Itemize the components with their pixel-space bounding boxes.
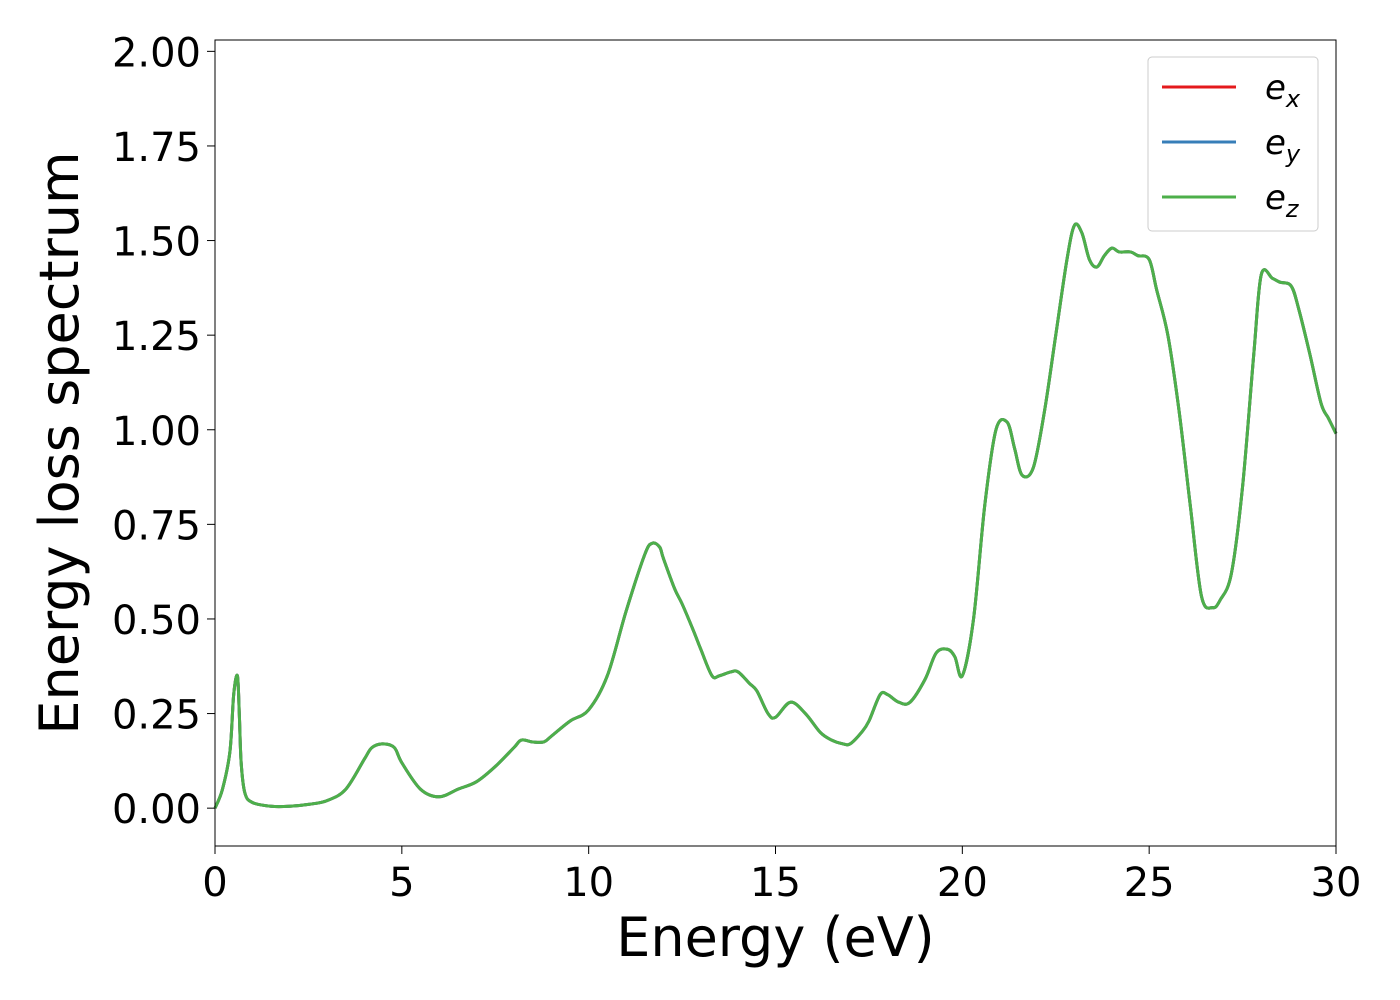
legend-label-ey: ey: [1265, 123, 1301, 168]
x-tick-label: 10: [563, 860, 614, 906]
y-axis-ticks: 0.00 0.25 0.50 0.75 1.00 1.25 1.50 1.75 2.00: [112, 30, 215, 833]
legend-label-ez: ez: [1265, 178, 1300, 223]
y-tick-label: 1.50: [112, 220, 201, 266]
y-tick-label: 1.75: [112, 125, 201, 171]
y-tick-label: 1.00: [112, 409, 201, 455]
legend: ex ey ez: [1147, 56, 1319, 232]
plot-frame: [214, 39, 1337, 847]
y-tick-label: 1.25: [112, 314, 201, 360]
y-tick-label: 0.75: [112, 503, 201, 549]
x-tick-label: 5: [389, 860, 414, 906]
x-tick-label: 30: [1311, 860, 1362, 906]
series-line-e-z: [213, 222, 1338, 809]
series-line-e-x: [213, 222, 1338, 809]
series-line-e-y: [213, 222, 1338, 809]
x-tick-label: 25: [1124, 860, 1175, 906]
legend-label-ex: ex: [1265, 68, 1301, 113]
y-axis-label: Energy loss spectrum: [28, 151, 91, 734]
y-tick-label: 0.25: [112, 693, 201, 739]
legend-box: [1147, 56, 1319, 232]
x-axis-label: Energy (eV): [616, 906, 935, 969]
x-tick-label: 15: [750, 860, 801, 906]
y-tick-label: 2.00: [112, 30, 201, 76]
series-lines: [213, 222, 1338, 809]
x-axis-ticks: 0 5 10 15 20 25 30: [202, 846, 1361, 906]
y-tick-label: 0.00: [112, 787, 201, 833]
x-tick-label: 0: [202, 860, 227, 906]
y-tick-label: 0.50: [112, 598, 201, 644]
x-tick-label: 20: [937, 860, 988, 906]
